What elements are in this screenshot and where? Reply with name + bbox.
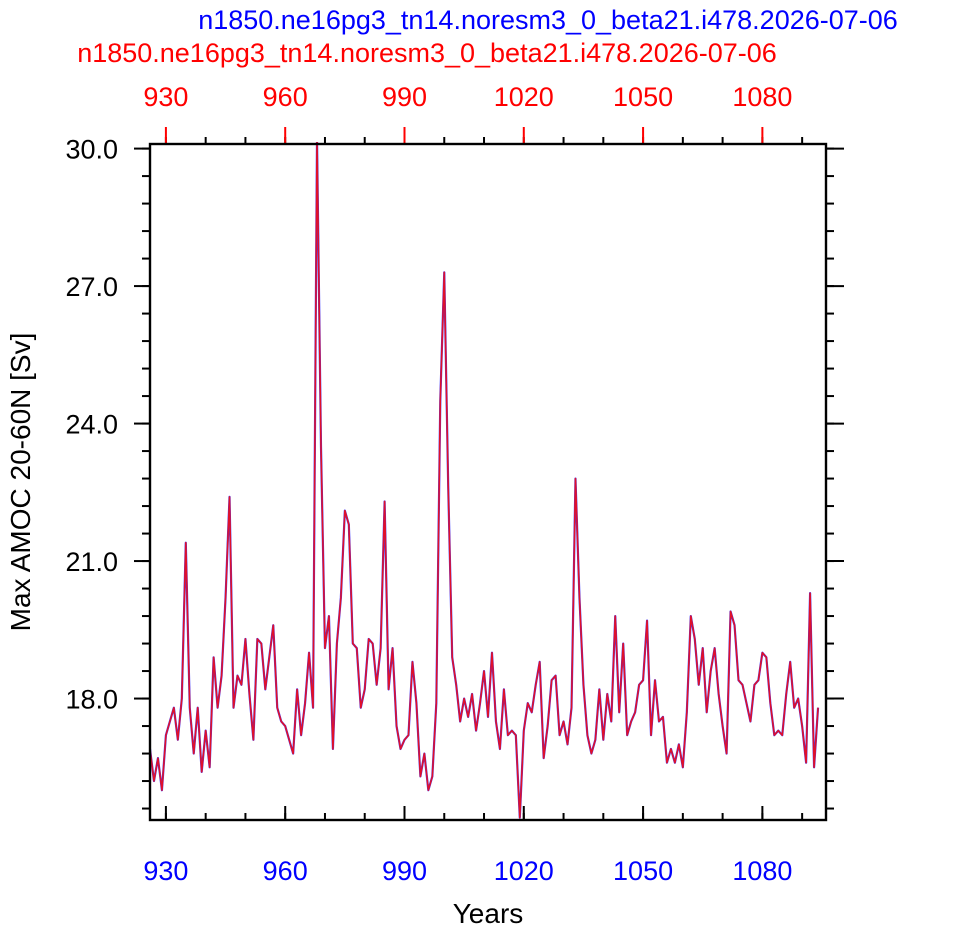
x-tick-label: 960 (263, 856, 308, 886)
x-tick-label-top: 990 (382, 82, 427, 112)
plot-frame (148, 142, 828, 822)
y-tick-label: 30.0 (65, 135, 118, 165)
x-tick-label-top: 1050 (613, 82, 673, 112)
x-tick-label-top: 1080 (732, 82, 792, 112)
series-group (150, 142, 820, 819)
y-axis-labels: 18.0 21.0 24.0 27.0 30.0 (65, 135, 118, 715)
y-tick-label: 21.0 (65, 547, 118, 577)
x-tick-label-top: 960 (263, 82, 308, 112)
chart-title-red: n1850.ne16pg3_tn14.noresm3_0_beta21.i478… (77, 38, 777, 68)
chart-title-blue: n1850.ne16pg3_tn14.noresm3_0_beta21.i478… (198, 5, 898, 35)
x-tick-label-top: 930 (143, 82, 188, 112)
x-tick-label: 1080 (732, 856, 792, 886)
series-line-2 (150, 142, 819, 819)
y-axis-right-ticks (826, 147, 844, 810)
series-line-1 (150, 142, 820, 819)
y-tick-label: 18.0 (65, 685, 118, 715)
x-tick-label: 1020 (494, 856, 554, 886)
x-axis-top-ticks (164, 127, 804, 144)
y-tick-label: 24.0 (65, 410, 118, 440)
x-tick-label: 990 (382, 856, 427, 886)
y-tick-label: 27.0 (65, 272, 118, 302)
x-tick-label-top: 1020 (494, 82, 554, 112)
y-axis-label: Max AMOC 20-60N [Sv] (5, 333, 36, 632)
x-axis-top-labels: 930 960 990 1020 1050 1080 (143, 82, 792, 112)
x-axis-label: Years (453, 898, 524, 929)
x-axis-bottom-labels: 930 960 990 1020 1050 1080 (143, 856, 792, 886)
y-axis-left-ticks (134, 147, 150, 810)
x-axis-bottom-ticks (164, 806, 804, 820)
x-tick-label: 930 (143, 856, 188, 886)
x-tick-label: 1050 (613, 856, 673, 886)
